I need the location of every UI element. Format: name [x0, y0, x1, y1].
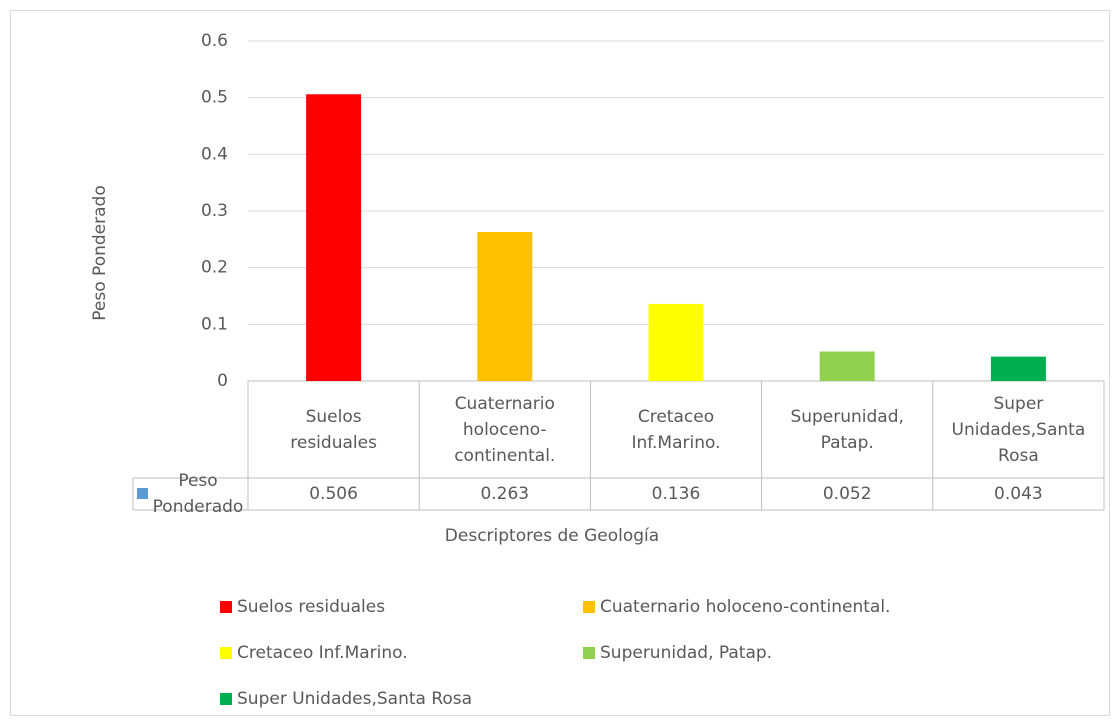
y-tick-label: 0.4 [201, 144, 228, 164]
x-tick-label: Suelos residuales [290, 406, 377, 453]
legend-swatch [583, 647, 595, 659]
table-value: 0.136 [651, 484, 701, 504]
table-value: 0.263 [480, 484, 530, 504]
legend-swatch [220, 601, 232, 613]
y-tick-label: 0.1 [201, 314, 228, 334]
x-tick-label: Cretaceo Inf.Marino. [631, 406, 721, 453]
y-tick-label: 0.5 [201, 88, 228, 108]
y-axis-title: Peso Ponderado [90, 185, 110, 320]
legend-key [137, 488, 148, 499]
legend-label: Cretaceo Inf.Marino. [237, 643, 408, 663]
bar [477, 231, 533, 381]
chart-border [10, 10, 1110, 716]
legend-label: Superunidad, Patap. [600, 643, 772, 663]
table-value: 0.043 [994, 484, 1043, 504]
legend-swatch [220, 693, 232, 705]
bar [306, 94, 362, 382]
bar [648, 303, 704, 381]
bar [819, 351, 875, 381]
table-series-name: Peso Ponderado [152, 471, 244, 517]
y-tick-label: 0 [217, 371, 228, 391]
x-axis-title: Descriptores de Geología [445, 526, 659, 546]
bar [990, 356, 1046, 381]
y-tick-label: 0.2 [201, 258, 228, 278]
legend-swatch [220, 647, 232, 659]
table-value: 0.052 [822, 484, 872, 504]
x-tick-label: Superunidad, Patap. [790, 406, 904, 453]
table-value: 0.506 [309, 484, 358, 504]
x-tick-label: Super Unidades,Santa Rosa [951, 393, 1086, 466]
x-tick-label: Cuaternario holoceno-continental. [454, 393, 556, 466]
legend-label: Cuaternario holoceno-continental. [600, 597, 890, 617]
legend-swatch [583, 601, 595, 613]
legend-label: Super Unidades,Santa Rosa [237, 689, 472, 709]
y-tick-label: 0.3 [201, 201, 228, 221]
y-tick-label: 0.6 [201, 31, 228, 51]
legend-label: Suelos residuales [237, 597, 385, 617]
